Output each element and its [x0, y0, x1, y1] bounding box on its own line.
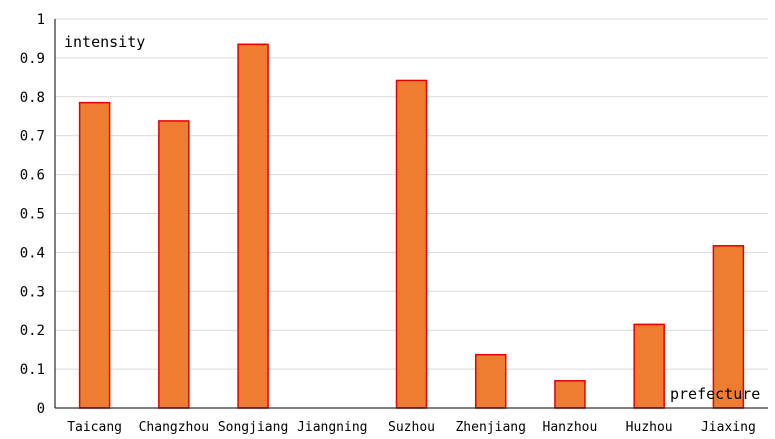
y-tick-label: 0.4 — [20, 245, 45, 261]
x-axis-title: prefecture — [670, 385, 760, 403]
y-axis-title: intensity — [64, 33, 145, 51]
y-tick-label: 0.8 — [20, 90, 45, 106]
y-tick-label: 0.1 — [20, 362, 45, 378]
x-tick-label: Jiangning — [297, 420, 367, 435]
x-tick-label: Huzhou — [626, 420, 673, 435]
bar — [554, 380, 586, 409]
bar — [633, 323, 665, 409]
y-tick-label: 0.2 — [20, 323, 45, 339]
bar — [474, 353, 507, 409]
x-tick-label: Jiaxing — [701, 420, 756, 435]
bar — [78, 101, 111, 409]
y-tick-label: 0 — [37, 401, 45, 417]
y-tick-label: 1 — [37, 12, 45, 28]
bar — [158, 120, 190, 409]
bar — [712, 245, 745, 409]
x-tick-label: Changzhou — [139, 420, 209, 435]
y-tick-labels: 0 0.1 0.2 0.3 0.4 0.5 0.6 0.7 0.8 0.9 1 — [20, 12, 45, 417]
y-tick-label: 0.7 — [20, 129, 45, 145]
y-tick-label: 0.5 — [20, 207, 45, 223]
x-tick-label: Zhenjiang — [455, 420, 525, 435]
x-tick-label: Songjiang — [218, 420, 288, 435]
y-tick-label: 0.9 — [20, 51, 45, 67]
x-tick-label: Suzhou — [388, 420, 435, 435]
y-tick-label: 0.6 — [20, 168, 45, 184]
x-tick-label: Hanzhou — [543, 420, 598, 435]
bars — [78, 43, 745, 409]
bar — [237, 43, 269, 409]
x-category-labels: Taicang Changzhou Songjiang Jiangning Suzhou… — [67, 420, 756, 435]
bar — [395, 79, 428, 409]
x-tick-label: Taicang — [67, 420, 122, 435]
y-tick-label: 0.3 — [20, 284, 45, 300]
